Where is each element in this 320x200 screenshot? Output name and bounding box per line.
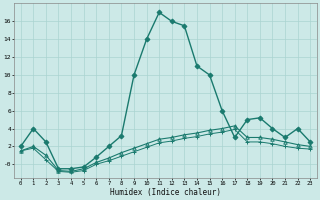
X-axis label: Humidex (Indice chaleur): Humidex (Indice chaleur) [110, 188, 221, 197]
